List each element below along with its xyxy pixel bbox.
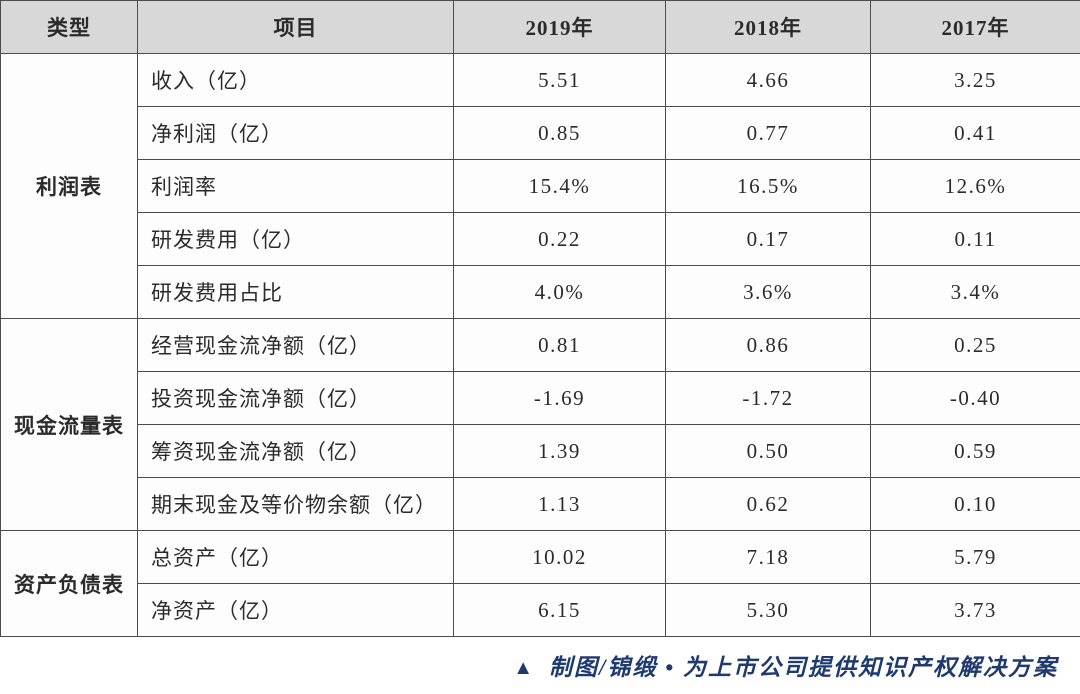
table-row: 研发费用（亿） 0.22 0.17 0.11	[1, 212, 1080, 266]
value-cell-2019: 1.39	[453, 424, 666, 478]
value-cell-2019: 10.02	[453, 530, 666, 584]
header-cell-2017: 2017年	[870, 0, 1080, 54]
value-cell-2017: 0.25	[870, 318, 1080, 372]
value-cell-2017: 5.79	[870, 530, 1080, 584]
value-cell-2018: 3.6%	[665, 265, 871, 319]
value-cell-2018: 0.17	[665, 212, 871, 266]
value-cell-2017: 3.4%	[870, 265, 1080, 319]
value-cell-2017: 3.73	[870, 583, 1080, 637]
table-row: 资产负债表 总资产（亿） 10.02 7.18 5.79	[0, 530, 1080, 637]
item-cell: 投资现金流净额（亿）	[137, 371, 454, 425]
item-cell: 研发费用占比	[137, 265, 454, 319]
value-cell-2019: -1.69	[453, 371, 666, 425]
value-cell-2018: 0.50	[665, 424, 871, 478]
table-row: 期末现金及等价物余额（亿） 1.13 0.62 0.10	[1, 477, 1080, 531]
item-cell: 净资产（亿）	[137, 583, 454, 637]
value-cell-2019: 0.81	[453, 318, 666, 372]
value-cell-2019: 4.0%	[453, 265, 666, 319]
table-row: 利润率 15.4% 16.5% 12.6%	[1, 159, 1080, 213]
value-cell-2019: 5.51	[453, 53, 666, 107]
value-cell-2019: 1.13	[453, 477, 666, 531]
header-cell-2018: 2018年	[665, 0, 871, 54]
value-cell-2017: 0.59	[870, 424, 1080, 478]
value-cell-2018: 7.18	[665, 530, 871, 584]
value-cell-2019: 0.22	[453, 212, 666, 266]
item-cell: 期末现金及等价物余额（亿）	[137, 477, 454, 531]
table-row: 投资现金流净额（亿） -1.69 -1.72 -0.40	[1, 371, 1080, 425]
table-row: 研发费用占比 4.0% 3.6% 3.4%	[1, 265, 1080, 319]
value-cell-2017: -0.40	[870, 371, 1080, 425]
value-cell-2019: 6.15	[453, 583, 666, 637]
item-cell: 总资产（亿）	[137, 530, 454, 584]
footer-credit: ▲ 制图/锦缎 • 为上市公司提供知识产权解决方案	[0, 648, 1080, 682]
header-row: 类型 项目 2019年 2018年 2017年	[0, 0, 1080, 54]
group-cell-balance-sheet: 资产负债表	[0, 530, 138, 637]
group-cell-cash-flow: 现金流量表	[0, 318, 138, 531]
value-cell-2017: 0.10	[870, 477, 1080, 531]
table-row: 净资产（亿） 6.15 5.30 3.73	[1, 583, 1080, 637]
value-cell-2018: -1.72	[665, 371, 871, 425]
value-cell-2017: 0.11	[870, 212, 1080, 266]
table-row: 筹资现金流净额（亿） 1.39 0.50 0.59	[1, 424, 1080, 478]
value-cell-2018: 0.86	[665, 318, 871, 372]
value-cell-2018: 0.62	[665, 477, 871, 531]
header-cell-2019: 2019年	[453, 0, 666, 54]
item-cell: 净利润（亿）	[137, 106, 454, 160]
footer-credit-text: 制图/锦缎 • 为上市公司提供知识产权解决方案	[549, 655, 1058, 680]
table-row: 利润表 收入（亿） 5.51 4.66 3.25	[0, 53, 1080, 319]
value-cell-2017: 3.25	[870, 53, 1080, 107]
header-cell-item: 项目	[137, 0, 454, 54]
item-cell: 研发费用（亿）	[137, 212, 454, 266]
value-cell-2018: 5.30	[665, 583, 871, 637]
value-cell-2018: 4.66	[665, 53, 871, 107]
group-cell-income-statement: 利润表	[0, 53, 138, 319]
value-cell-2017: 0.41	[870, 106, 1080, 160]
header-cell-type: 类型	[0, 0, 138, 54]
value-cell-2017: 12.6%	[870, 159, 1080, 213]
triangle-icon: ▲	[513, 657, 534, 679]
item-cell: 收入（亿）	[137, 53, 454, 107]
item-cell: 经营现金流净额（亿）	[137, 318, 454, 372]
value-cell-2019: 0.85	[453, 106, 666, 160]
item-cell: 利润率	[137, 159, 454, 213]
financial-table: 类型 项目 2019年 2018年 2017年 利润表 收入（亿） 5.51 4…	[0, 0, 1080, 637]
value-cell-2018: 0.77	[665, 106, 871, 160]
table-row: 净利润（亿） 0.85 0.77 0.41	[1, 106, 1080, 160]
table-row: 现金流量表 经营现金流净额（亿） 0.81 0.86 0.25	[0, 318, 1080, 531]
item-cell: 筹资现金流净额（亿）	[137, 424, 454, 478]
value-cell-2019: 15.4%	[453, 159, 666, 213]
value-cell-2018: 16.5%	[665, 159, 871, 213]
